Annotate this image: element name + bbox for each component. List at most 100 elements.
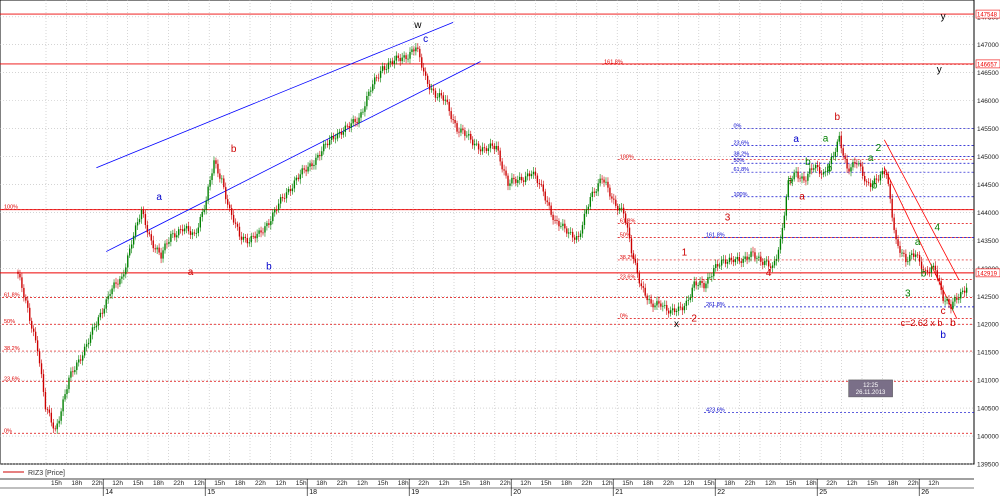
- candle-body: [213, 160, 215, 174]
- candle-body: [654, 305, 656, 308]
- candle-body: [248, 242, 250, 244]
- candle-body: [97, 317, 100, 326]
- candle-body: [338, 131, 341, 134]
- day-label: 18: [309, 489, 317, 496]
- candle-body: [40, 363, 43, 375]
- candle-body: [448, 101, 450, 112]
- crosshair-tooltip: [848, 379, 893, 398]
- candle-body: [179, 229, 182, 231]
- candle-body: [671, 308, 674, 311]
- candle-body: [911, 253, 913, 256]
- candle-body: [219, 173, 221, 179]
- candle-body: [146, 224, 149, 233]
- candle-body: [27, 300, 29, 308]
- candle-body: [946, 299, 948, 301]
- candle-body: [787, 180, 789, 197]
- day-label: 26: [921, 489, 929, 496]
- candle-body: [934, 265, 936, 271]
- candle-body: [276, 209, 278, 211]
- candle-body: [515, 179, 517, 183]
- candle-body: [181, 229, 184, 232]
- candle-body: [470, 133, 472, 140]
- wave-label: 4: [934, 222, 940, 233]
- candle-body: [509, 183, 511, 186]
- candle-body: [356, 121, 358, 124]
- candle-body: [748, 257, 750, 260]
- candle-body: [777, 249, 780, 259]
- candle-body: [801, 176, 803, 179]
- tooltip-time: 12:25: [863, 383, 879, 389]
- candle-body: [666, 305, 668, 311]
- candle-body: [705, 283, 707, 289]
- candle-body: [773, 260, 776, 266]
- candle-body: [81, 355, 84, 361]
- candle-body: [383, 66, 386, 70]
- wave-label: a: [156, 192, 162, 203]
- candle-body: [125, 267, 127, 275]
- candle-body: [472, 139, 474, 146]
- time-tick-label: 22h: [418, 480, 429, 487]
- candle-body: [599, 178, 601, 184]
- candle-body: [101, 312, 103, 314]
- candle-body: [965, 287, 968, 293]
- wave-label: a: [868, 153, 874, 164]
- candle-body: [962, 290, 964, 292]
- candle-body: [707, 277, 709, 284]
- candle-body: [31, 320, 33, 329]
- candle-body: [21, 277, 23, 288]
- candle-body: [389, 61, 392, 63]
- candle-body: [681, 307, 684, 311]
- candle-body: [914, 254, 917, 257]
- day-label: 14: [105, 489, 113, 496]
- candle-body: [277, 203, 280, 210]
- candle-body: [221, 178, 223, 180]
- fib-level-label: 0%: [620, 314, 628, 320]
- time-tick-label: 22h: [337, 480, 348, 487]
- candle-body: [19, 273, 21, 278]
- time-tick-label: 15h: [214, 480, 225, 487]
- candle-body: [23, 287, 25, 298]
- candle-body: [174, 233, 176, 238]
- candle-body: [246, 238, 249, 244]
- candle-body: [577, 236, 580, 237]
- candle-body: [99, 312, 102, 318]
- candle-body: [566, 228, 568, 234]
- candle-body: [223, 178, 225, 188]
- candle-body: [305, 169, 307, 172]
- candle-body: [689, 297, 691, 300]
- candle-body: [446, 99, 448, 102]
- grid: [0, 0, 974, 465]
- candle-body: [913, 253, 915, 257]
- candle-body: [283, 198, 286, 199]
- candle-body: [303, 168, 305, 170]
- fib-level-label: 23.6%: [4, 376, 20, 382]
- candle-body: [942, 290, 944, 302]
- candle-body: [736, 256, 739, 260]
- candle-body: [830, 156, 833, 164]
- candle-body: [85, 344, 88, 347]
- candle-body: [225, 187, 227, 200]
- candle-body: [115, 282, 117, 284]
- candle-body: [950, 304, 952, 309]
- plot-frame: [0, 0, 975, 465]
- candle-body: [364, 106, 366, 112]
- candle-body: [475, 143, 478, 145]
- candle-body: [887, 174, 889, 184]
- time-tick-label: 12h: [112, 480, 123, 487]
- price-tick-label: 144000: [977, 210, 999, 217]
- time-tick-label: 12h: [765, 480, 776, 487]
- candle-body: [958, 298, 960, 300]
- candle-body: [313, 164, 315, 167]
- candle-body: [197, 227, 200, 234]
- candle-body: [650, 299, 652, 304]
- fib-level-label: 261.8%: [706, 302, 725, 308]
- time-tick-label: 22h: [92, 480, 103, 487]
- candle-body: [734, 259, 737, 263]
- candle-body: [342, 132, 345, 135]
- candle-body: [960, 291, 962, 299]
- candle-body: [505, 170, 507, 176]
- candle-body: [450, 111, 452, 120]
